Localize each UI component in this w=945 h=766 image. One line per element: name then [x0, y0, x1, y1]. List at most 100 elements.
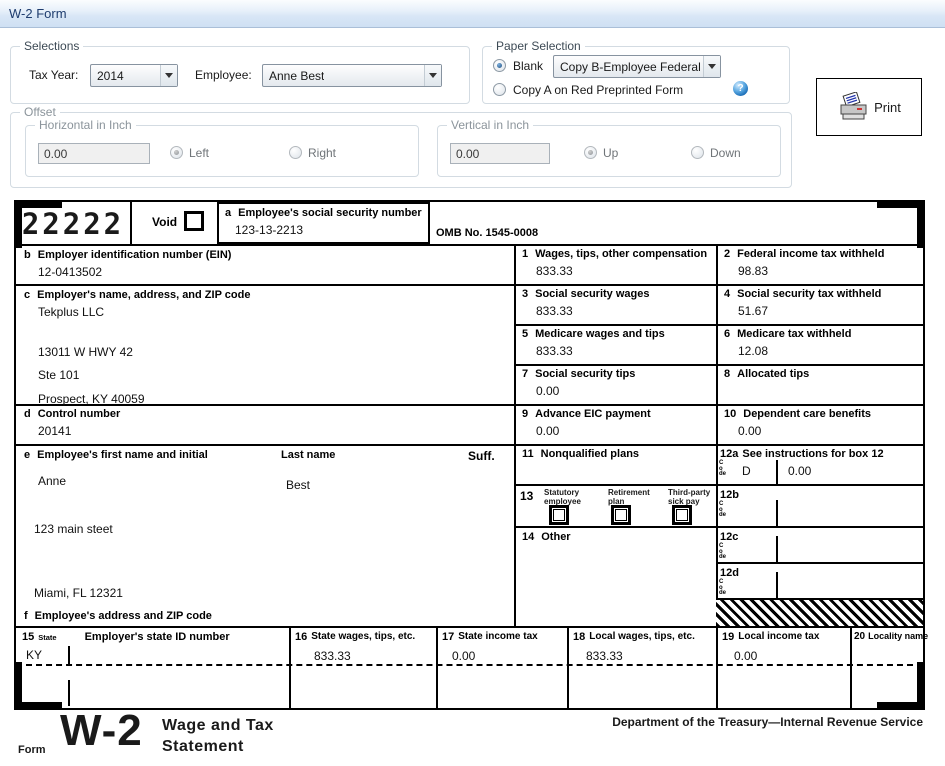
- employee-label: Employee:: [195, 68, 252, 82]
- box10-value: 0.00: [738, 424, 762, 438]
- down-radio[interactable]: [691, 146, 704, 159]
- horizontal-offset-label: Horizontal in Inch: [35, 118, 136, 132]
- box12b-num: 12b: [720, 489, 739, 501]
- box18-num: 18: [573, 631, 586, 643]
- left-radio-label: Left: [189, 146, 210, 160]
- box-c-label: Employer's name, address, and ZIP code: [37, 289, 251, 301]
- box11-label: Nonqualified plans: [540, 448, 640, 460]
- chevron-down-icon[interactable]: [160, 65, 177, 86]
- grid-line: [716, 244, 718, 626]
- box8-label: Allocated tips: [737, 368, 810, 380]
- employee-first-name: Anne: [38, 474, 67, 488]
- chevron-down-icon[interactable]: [424, 65, 441, 86]
- form-code-22222: 22222: [21, 207, 125, 241]
- box11-num: 11: [522, 448, 534, 460]
- help-icon[interactable]: ?: [733, 81, 748, 96]
- hatched-area: [716, 600, 923, 626]
- employee-dropdown[interactable]: Anne Best: [262, 64, 442, 87]
- box2-value: 98.83: [738, 264, 769, 278]
- entry-tick: [68, 680, 70, 706]
- left-radio[interactable]: [170, 146, 183, 159]
- void-checkbox: [184, 211, 204, 231]
- code-separator: [776, 572, 778, 598]
- print-button[interactable]: Print: [816, 78, 922, 136]
- box19-num: 19: [722, 631, 735, 643]
- box1-label: Wages, tips, other compensation: [535, 248, 708, 260]
- grid-line: [716, 598, 923, 600]
- box-b-prefix: b: [24, 249, 31, 261]
- copy-a-radio[interactable]: [493, 83, 506, 96]
- grid-line: [514, 244, 516, 626]
- box9-num: 9: [522, 408, 529, 420]
- grid-line: [16, 404, 923, 406]
- grid-line: [16, 444, 923, 446]
- tax-year-dropdown[interactable]: 2014: [90, 64, 178, 87]
- tax-year-value: 2014: [97, 68, 124, 83]
- third-party-sick-pay-label: Third-party sick pay: [668, 488, 711, 506]
- paper-selection-group: Paper Selection Blank Copy B-Employee Fe…: [482, 39, 790, 104]
- crop-mark: [14, 662, 62, 710]
- up-radio[interactable]: [584, 146, 597, 159]
- box19-value: 0.00: [734, 649, 758, 663]
- copy-type-dropdown[interactable]: Copy B-Employee Federal: [553, 55, 721, 78]
- last-name-label: Last name: [281, 449, 336, 461]
- grid-line: [289, 626, 291, 708]
- box14-num: 14: [522, 531, 535, 543]
- grid-line: [16, 284, 923, 286]
- box3-label: Social security wages: [535, 288, 650, 300]
- box16-value: 833.33: [314, 649, 351, 663]
- right-radio[interactable]: [289, 146, 302, 159]
- form-footer: Form W-2 Wage and Tax Statement Departme…: [14, 706, 925, 764]
- vertical-offset-group: Vertical in Inch 0.00 Up Down: [437, 118, 781, 177]
- grid-line: [436, 626, 438, 708]
- box10-num: 10: [724, 408, 737, 420]
- box3-num: 3: [522, 288, 529, 300]
- box-e-label: Employee's first name and initial: [37, 449, 208, 461]
- employee-address-line1: 123 main steet: [34, 522, 113, 536]
- tax-year-label: Tax Year:: [29, 68, 79, 82]
- box-a-value: 123-13-2213: [235, 223, 304, 237]
- grid-line: [716, 626, 718, 708]
- box12a-code-label: Code: [719, 460, 727, 477]
- box7-value: 0.00: [536, 384, 560, 398]
- vertical-offset-input[interactable]: 0.00: [450, 143, 550, 164]
- box12a-num: 12a: [720, 448, 739, 460]
- code-separator: [776, 536, 778, 562]
- box4-label: Social security tax withheld: [737, 288, 882, 300]
- chevron-down-icon[interactable]: [703, 56, 720, 77]
- employer-address-line2: Ste 101: [38, 368, 80, 382]
- right-radio-label: Right: [308, 146, 337, 160]
- box9-label: Advance EIC payment: [535, 408, 651, 420]
- box-d-label: Control number: [37, 408, 121, 420]
- omb-label: OMB No. 1545-0008: [436, 227, 539, 239]
- employee-value: Anne Best: [269, 68, 325, 83]
- grid-line: [16, 244, 923, 246]
- printer-icon: [840, 92, 867, 120]
- box12a-code: D: [742, 464, 751, 478]
- box20-num: 20: [854, 631, 866, 642]
- box10-label: Dependent care benefits: [743, 408, 872, 420]
- box6-num: 6: [724, 328, 731, 340]
- box15-num: 15: [22, 631, 35, 643]
- grid-line: [514, 364, 923, 366]
- blank-radio[interactable]: [493, 59, 506, 72]
- box-a-prefix: a: [225, 207, 232, 219]
- dashed-divider: [16, 664, 923, 666]
- up-radio-label: Up: [603, 146, 619, 160]
- box-e-prefix: e: [24, 449, 31, 461]
- box13-num: 13: [520, 489, 534, 503]
- box-b-value: 12-0413502: [38, 265, 103, 279]
- employer-name: Tekplus LLC: [38, 305, 105, 319]
- box19-label: Local income tax: [738, 631, 820, 642]
- box-f-label: Employee's address and ZIP code: [34, 610, 212, 622]
- footer-w2-title: W-2: [60, 706, 143, 755]
- grid-line: [514, 324, 923, 326]
- employee-last-name: Best: [286, 478, 311, 492]
- offset-group-label: Offset: [20, 105, 60, 119]
- box4-num: 4: [724, 288, 731, 300]
- horizontal-offset-input[interactable]: 0.00: [38, 143, 150, 164]
- box18-label: Local wages, tips, etc.: [589, 631, 695, 642]
- window-title: W-2 Form: [9, 6, 67, 21]
- box15-state-value: KY: [26, 648, 43, 662]
- window-titlebar: W-2 Form: [0, 0, 945, 28]
